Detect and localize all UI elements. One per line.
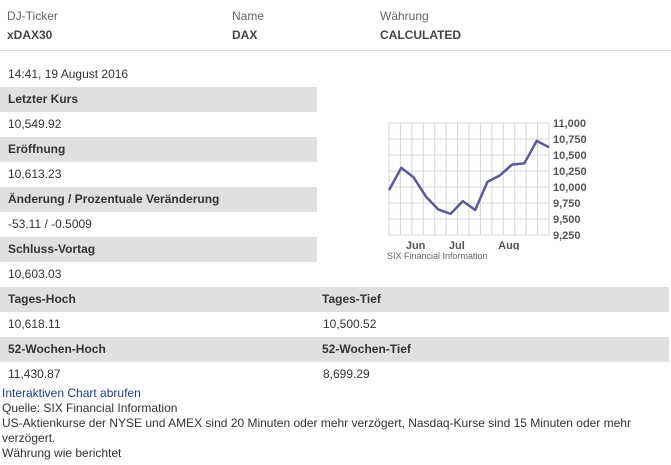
currency-note: Währung wie berichtet [2, 446, 122, 460]
interactive-chart-link[interactable]: Interaktiven Chart abrufen [2, 386, 141, 400]
last-price-label: Letzter Kurs [0, 87, 317, 112]
week52-high-label: 52-Wochen-Hoch [8, 342, 106, 356]
chart-source: SIX Financial Information [387, 251, 488, 261]
ticker-label: DJ-Ticker [7, 9, 58, 23]
day-low-label: Tages-Tief [322, 292, 381, 306]
change-label: Änderung / Prozentuale Veränderung [0, 187, 317, 212]
day-high-label: Tages-Hoch [8, 292, 76, 306]
prev-close-value: 10,603.03 [8, 267, 62, 281]
currency-value: CALCULATED [380, 28, 462, 42]
day-low-value: 10,500.52 [323, 317, 377, 331]
y-tick-label: 10,750 [553, 134, 587, 146]
y-tick-label: 11,000 [553, 118, 586, 130]
last-price-value: 10,549.92 [8, 117, 62, 131]
y-tick-label: 9,250 [553, 230, 581, 242]
y-tick-label: 9,500 [553, 214, 581, 226]
delay-note: US-Aktienkurse der NYSE und AMEX sind 20… [2, 416, 631, 445]
day-range-band: Tages-Hoch Tages-Tief [0, 287, 669, 312]
quote-header: DJ-Ticker xDAX30 Name DAX Währung CALCUL… [0, 0, 671, 51]
open-value: 10,613.23 [8, 167, 62, 181]
change-value: -53.11 / -0.5009 [8, 217, 92, 231]
ticker-value: xDAX30 [7, 28, 53, 42]
x-tick-label: Aug [498, 240, 519, 250]
week52-high-value: 11,430.87 [8, 367, 61, 381]
y-tick-label: 10,000 [553, 182, 587, 194]
y-tick-label: 10,500 [553, 150, 587, 162]
week52-low-value: 8,699.29 [323, 367, 370, 381]
timestamp: 14:41, 19 August 2016 [8, 67, 129, 81]
x-tick-label: Jun [406, 240, 426, 250]
open-label: Eröffnung [0, 137, 317, 162]
currency-label: Währung [380, 9, 429, 23]
prev-close-label: Schluss-Vortag [0, 237, 317, 262]
y-tick-label: 10,250 [553, 166, 587, 178]
name-value: DAX [232, 28, 258, 42]
week52-range-band: 52-Wochen-Hoch 52-Wochen-Tief [0, 337, 669, 362]
day-high-value: 10,618.11 [8, 317, 61, 331]
source-note: Quelle: SIX Financial Information [2, 401, 178, 415]
week52-low-label: 52-Wochen-Tief [322, 342, 411, 356]
price-chart: 11,000 10,750 10,500 10,250 10,000 9,750 9,500… [387, 118, 587, 250]
y-tick-label: 9,750 [553, 198, 581, 210]
footer: Interaktiven Chart abrufen Quelle: SIX F… [2, 386, 662, 461]
series-line [387, 139, 550, 216]
name-label: Name [232, 9, 265, 23]
x-tick-label: Jul [449, 240, 465, 250]
